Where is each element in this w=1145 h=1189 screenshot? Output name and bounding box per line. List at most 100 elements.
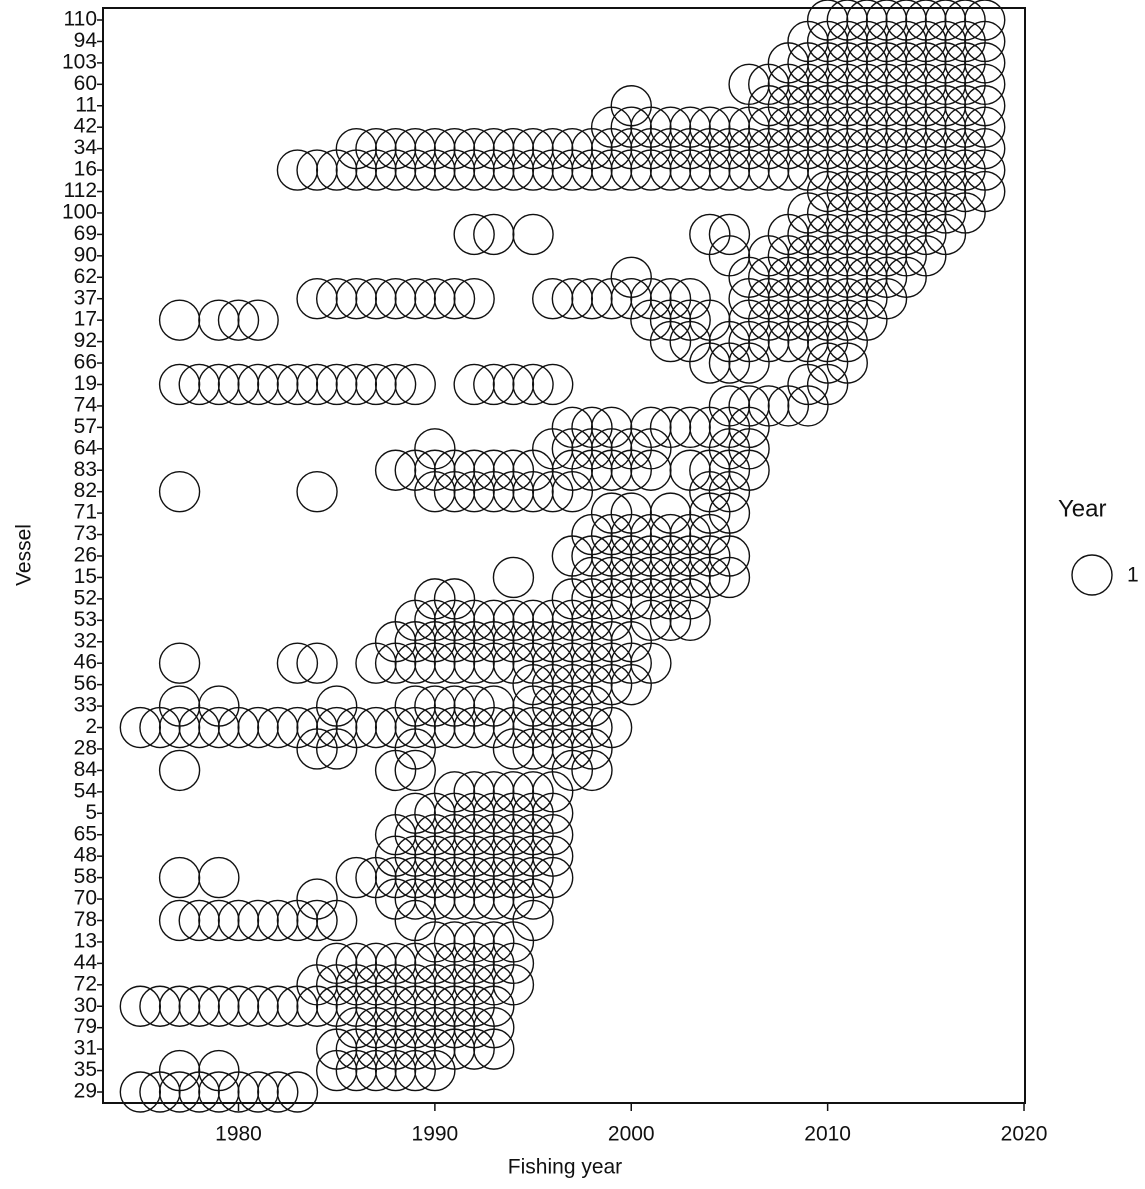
y-tick-label: 2 (85, 715, 97, 738)
point (708, 213, 751, 256)
y-tick-label: 100 (62, 201, 97, 224)
y-tick-label: 13 (74, 929, 97, 952)
point (158, 856, 201, 899)
point (315, 728, 358, 770)
point (355, 1049, 397, 1092)
y-tick-label: 52 (74, 586, 97, 609)
point (257, 363, 299, 406)
point (198, 685, 240, 727)
y-tick-label: 58 (74, 865, 97, 888)
point (689, 342, 731, 384)
point (394, 1049, 436, 1092)
point (296, 899, 338, 942)
point (492, 728, 535, 770)
y-tick-label: 17 (74, 308, 97, 331)
x-tick-label: 2010 (804, 1123, 851, 1146)
point (551, 149, 594, 191)
point (512, 363, 554, 406)
point (198, 706, 240, 749)
legend-symbol (1071, 554, 1113, 596)
point (198, 985, 240, 1027)
y-tick-label: 54 (74, 779, 98, 802)
point (276, 149, 319, 191)
point (453, 642, 495, 684)
point (158, 706, 201, 749)
point (158, 363, 201, 406)
y-tick-label: 65 (74, 822, 97, 845)
point (571, 278, 613, 320)
point (158, 1071, 201, 1113)
point (217, 363, 260, 406)
y-tick-label: 16 (74, 158, 97, 181)
x-tick-label: 1990 (412, 1123, 459, 1146)
point (335, 363, 378, 406)
point (158, 985, 201, 1027)
point (374, 278, 417, 320)
x-tick-label: 2000 (608, 1123, 655, 1146)
y-tick-label: 44 (74, 951, 98, 974)
point (590, 149, 633, 191)
point (394, 728, 436, 770)
y-tick-label: 34 (74, 136, 98, 159)
point (178, 899, 220, 942)
x-tick-label: 2020 (1001, 1123, 1048, 1146)
point (610, 149, 652, 191)
y-tick-label: 84 (74, 758, 98, 781)
point (492, 149, 535, 191)
point (276, 899, 319, 942)
point (257, 706, 299, 749)
point (708, 556, 751, 599)
point (453, 213, 495, 256)
y-tick-label: 74 (74, 393, 98, 416)
point (296, 878, 338, 920)
y-tick-label: 35 (74, 1058, 97, 1081)
point (630, 149, 672, 191)
point (512, 470, 554, 513)
point (787, 385, 829, 427)
point (315, 899, 358, 942)
point (433, 706, 476, 749)
point (178, 706, 220, 749)
y-tick-label: 56 (74, 672, 97, 695)
point (394, 278, 436, 320)
point (433, 470, 476, 513)
y-tick-label: 32 (74, 629, 97, 652)
point (335, 856, 378, 899)
point (335, 149, 378, 191)
y-tick-label: 60 (74, 72, 97, 95)
point (217, 299, 260, 341)
point (767, 320, 810, 363)
point (492, 470, 535, 513)
y-tick-label: 66 (74, 351, 97, 374)
point (276, 642, 319, 684)
point (610, 256, 652, 298)
point (315, 685, 358, 727)
point (237, 706, 279, 749)
y-tick-label: 103 (62, 50, 97, 73)
point (315, 363, 358, 406)
point (669, 599, 711, 642)
point (178, 985, 220, 1027)
point (492, 363, 535, 406)
point (512, 899, 554, 942)
point (178, 1071, 220, 1113)
point (394, 749, 436, 792)
point (198, 856, 240, 899)
point (512, 149, 554, 191)
point (374, 749, 417, 792)
y-tick-label: 48 (74, 844, 97, 867)
point (374, 642, 417, 684)
point (139, 1071, 181, 1113)
point (453, 149, 495, 191)
point (139, 706, 181, 749)
point (433, 642, 476, 684)
point (276, 985, 319, 1027)
point (296, 278, 338, 320)
point (217, 706, 260, 749)
y-tick-label: 112 (64, 179, 97, 202)
y-tick-label: 70 (74, 887, 97, 910)
point (237, 363, 279, 406)
point (414, 470, 456, 513)
y-tick-label: 72 (74, 972, 97, 995)
point (433, 278, 476, 320)
